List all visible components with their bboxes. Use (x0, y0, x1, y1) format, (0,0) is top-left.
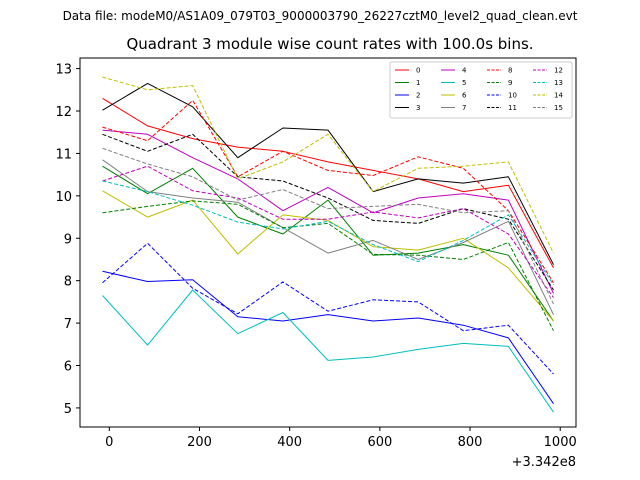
x-tick-label: 200 (187, 435, 212, 450)
y-tick-label: 13 (55, 63, 72, 78)
legend-label-7: 7 (462, 104, 466, 112)
legend-frame (389, 61, 573, 119)
legend-label-0: 0 (416, 67, 420, 75)
series-line-13 (102, 180, 554, 286)
y-tick-label: 12 (55, 105, 72, 120)
plot-area (102, 76, 554, 413)
y-tick-label: 9 (64, 232, 72, 247)
series-line-14 (102, 76, 554, 254)
series-line-6 (102, 190, 554, 322)
legend-label-11: 11 (508, 104, 517, 112)
y-tick-label: 10 (55, 190, 72, 205)
y-tick-label: 8 (64, 275, 72, 290)
series-line-15 (102, 147, 554, 305)
legend-label-8: 8 (508, 67, 512, 75)
x-tick-label: 800 (458, 435, 483, 450)
series-line-4 (102, 129, 554, 294)
y-tick-label: 7 (64, 317, 72, 332)
legend-label-15: 15 (554, 104, 563, 112)
series-line-8 (102, 99, 554, 284)
legend-label-3: 3 (416, 104, 420, 112)
x-tick-label: 1000 (544, 435, 577, 450)
y-tick-label: 11 (55, 147, 72, 162)
series-line-5 (102, 289, 554, 413)
series-line-7 (102, 159, 554, 315)
legend-label-12: 12 (554, 67, 563, 75)
series-line-10 (102, 242, 554, 375)
legend-label-10: 10 (508, 92, 517, 100)
y-tick-label: 5 (64, 402, 72, 417)
legend-label-1: 1 (416, 79, 420, 87)
plot-frame (79, 57, 577, 428)
x-tick-label: 0 (105, 435, 113, 450)
y-tick-label: 6 (64, 360, 72, 375)
series-line-2 (102, 270, 554, 404)
series-line-12 (102, 165, 554, 298)
legend-label-5: 5 (462, 79, 466, 87)
legend-label-9: 9 (508, 79, 512, 87)
chart-title: Quadrant 3 module wise count rates with … (126, 35, 533, 53)
legend-label-6: 6 (462, 92, 467, 100)
series-line-9 (102, 200, 554, 331)
legend-label-14: 14 (554, 92, 563, 100)
legend-label-2: 2 (416, 92, 420, 100)
x-offset-label: +3.342e8 (512, 455, 576, 470)
legend-label-13: 13 (554, 79, 563, 87)
series-line-0 (102, 97, 554, 269)
series-line-3 (102, 82, 554, 265)
data-file-header: Data file: modeM0/AS1A09_079T03_90000037… (63, 9, 578, 23)
x-tick-label: 400 (277, 435, 302, 450)
x-tick-label: 600 (367, 435, 392, 450)
legend-label-4: 4 (462, 67, 467, 75)
